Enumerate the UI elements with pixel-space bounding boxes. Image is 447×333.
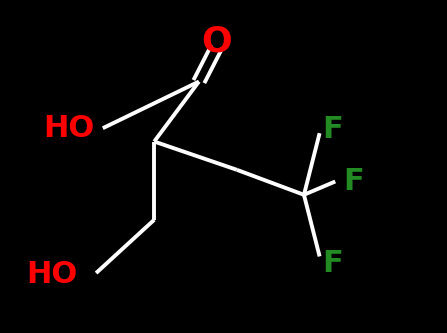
Text: HO: HO xyxy=(26,260,77,289)
Text: O: O xyxy=(202,25,232,59)
Text: F: F xyxy=(323,115,343,145)
Text: HO: HO xyxy=(44,114,95,143)
Text: F: F xyxy=(323,248,343,278)
Text: F: F xyxy=(343,167,363,196)
